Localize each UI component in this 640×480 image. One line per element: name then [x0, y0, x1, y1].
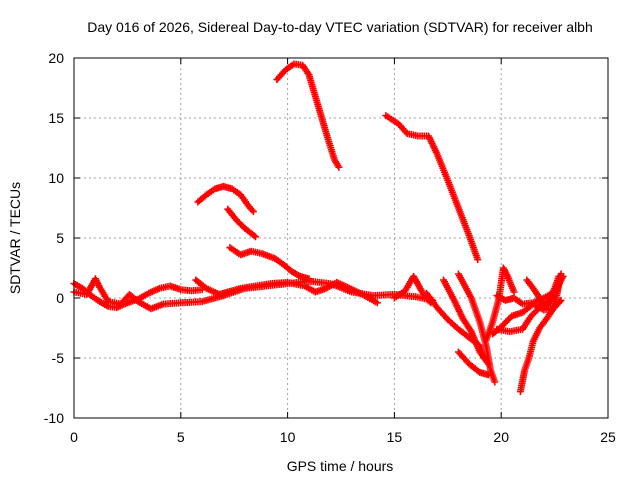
series-arc20	[493, 272, 567, 308]
y-axis-label: SDTVAR / TECUs	[7, 182, 23, 294]
y-tick-label: 10	[48, 170, 64, 186]
series-arc5	[194, 182, 257, 216]
data-point	[474, 256, 482, 264]
data-point	[305, 275, 313, 283]
data-point	[559, 272, 567, 280]
series-arc10	[390, 272, 435, 307]
data-points	[70, 60, 567, 396]
series-arc7	[226, 244, 313, 283]
x-tick-label: 5	[177, 429, 185, 445]
x-tick-label: 10	[280, 429, 296, 445]
series-arc13	[454, 270, 499, 386]
chart-title: Day 016 of 2026, Sidereal Day-to-day VTE…	[87, 19, 593, 35]
series-arc8	[273, 60, 343, 171]
y-tick-label: 20	[48, 50, 64, 66]
series-arc6	[224, 205, 260, 241]
data-point	[249, 208, 257, 216]
series-arc9	[382, 112, 482, 264]
data-point	[491, 378, 499, 386]
y-tick-label: 15	[48, 110, 64, 126]
series-arc4	[220, 277, 437, 304]
x-tick-label: 0	[70, 429, 78, 445]
y-tick-label: 5	[56, 230, 64, 246]
x-tick-label: 25	[600, 429, 616, 445]
y-tick-label: 0	[56, 290, 64, 306]
x-tick-label: 15	[387, 429, 403, 445]
data-point	[510, 288, 518, 296]
axis-ticks: 0 5 10 15 20 25 -10 -5 0 5 10 15 20	[44, 50, 616, 445]
x-axis-label: GPS time / hours	[287, 458, 394, 474]
series-arc18	[516, 270, 565, 396]
x-tick-label: 20	[493, 429, 509, 445]
data-point	[373, 299, 381, 307]
data-point	[484, 371, 492, 379]
series-arc2	[70, 275, 228, 313]
y-tick-label: -10	[44, 410, 64, 426]
grid-lines	[74, 58, 608, 418]
data-point	[250, 232, 258, 240]
data-point	[252, 233, 260, 241]
series-arc14	[454, 348, 492, 379]
y-tick-label: -5	[52, 350, 65, 366]
data-point	[335, 163, 343, 171]
